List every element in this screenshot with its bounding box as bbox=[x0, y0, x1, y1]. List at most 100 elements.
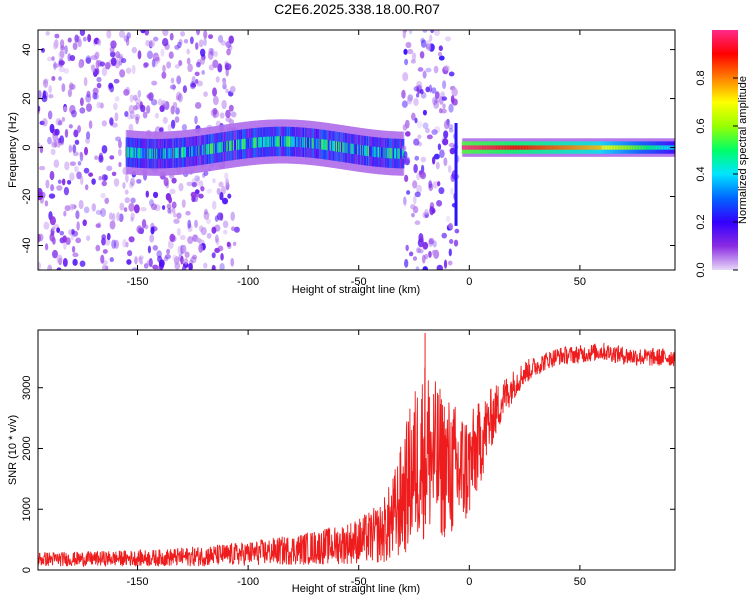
snr-frame bbox=[37, 329, 676, 571]
noise-point bbox=[433, 153, 440, 160]
noise-point bbox=[83, 36, 87, 42]
noise-point bbox=[225, 178, 229, 186]
snr-xtick-label: 50 bbox=[574, 576, 586, 588]
noise-point bbox=[133, 204, 140, 214]
noise-point bbox=[59, 49, 65, 59]
spectrogram-ytick-label: 0 bbox=[21, 144, 33, 150]
noise-point bbox=[167, 240, 174, 250]
noise-point bbox=[212, 107, 218, 115]
noise-point bbox=[73, 129, 79, 138]
colorbar-gradient bbox=[712, 30, 738, 270]
noise-point bbox=[38, 233, 41, 243]
noise-point bbox=[143, 62, 149, 69]
noise-point bbox=[85, 131, 91, 140]
noise-point bbox=[119, 69, 126, 78]
spectrogram-xtick-label: -50 bbox=[351, 276, 367, 288]
noise-point bbox=[171, 207, 176, 214]
snr-ytick-label: 1000 bbox=[21, 497, 33, 521]
noise-point bbox=[442, 138, 449, 146]
noise-point bbox=[403, 197, 407, 207]
noise-point bbox=[150, 226, 155, 235]
noise-point bbox=[56, 185, 63, 191]
noise-point bbox=[428, 180, 433, 189]
colorbar-tick-label: 0.0 bbox=[695, 262, 707, 277]
noise-point bbox=[420, 37, 425, 44]
noise-point bbox=[142, 111, 148, 119]
noise-point bbox=[87, 34, 92, 43]
noise-point bbox=[71, 228, 75, 235]
noise-point bbox=[433, 65, 439, 74]
noise-point bbox=[88, 120, 93, 129]
noise-point bbox=[413, 138, 420, 146]
noise-point bbox=[211, 264, 216, 270]
noise-point bbox=[194, 219, 198, 229]
spectrogram-ytick-label: -40 bbox=[21, 238, 33, 254]
noise-point bbox=[442, 103, 446, 109]
noise-point bbox=[49, 123, 55, 134]
noise-point bbox=[226, 241, 231, 248]
noise-point bbox=[146, 259, 153, 266]
noise-point bbox=[216, 187, 221, 195]
noise-point bbox=[109, 84, 115, 93]
noise-point bbox=[441, 232, 448, 239]
noise-point bbox=[173, 212, 177, 218]
noise-point bbox=[113, 78, 120, 84]
noise-point bbox=[214, 234, 219, 243]
noise-point bbox=[78, 60, 83, 69]
noise-point bbox=[430, 30, 434, 34]
noise-point bbox=[419, 89, 424, 95]
noise-point bbox=[191, 75, 196, 86]
noise-point bbox=[101, 260, 108, 266]
noise-point bbox=[433, 126, 441, 134]
noise-point bbox=[52, 237, 56, 245]
noise-point bbox=[50, 148, 56, 156]
noise-point bbox=[53, 63, 60, 69]
noise-point bbox=[226, 48, 231, 56]
noise-point bbox=[124, 111, 129, 117]
noise-point bbox=[140, 30, 146, 34]
noise-point bbox=[61, 83, 66, 93]
noise-point bbox=[39, 145, 44, 154]
noise-point bbox=[45, 179, 50, 189]
noise-point bbox=[166, 61, 172, 69]
noise-point bbox=[124, 197, 131, 204]
noise-point bbox=[85, 57, 92, 64]
noise-point bbox=[120, 57, 127, 64]
noise-point bbox=[44, 200, 49, 207]
noise-point bbox=[180, 31, 186, 37]
noise-point bbox=[163, 256, 169, 262]
noise-point bbox=[443, 120, 450, 130]
noise-point bbox=[109, 257, 114, 263]
noise-point bbox=[172, 101, 178, 109]
noise-point bbox=[51, 56, 55, 61]
noise-point bbox=[407, 96, 413, 105]
noise-point bbox=[51, 249, 58, 259]
noise-point bbox=[53, 61, 57, 70]
colorbar-label: Normalized spectral amplitude bbox=[737, 76, 749, 224]
noise-point bbox=[220, 253, 224, 261]
noise-point bbox=[56, 254, 63, 264]
noise-point bbox=[416, 172, 421, 181]
noise-point bbox=[83, 77, 88, 87]
noise-point bbox=[442, 80, 447, 90]
noise-point bbox=[163, 177, 169, 187]
noise-point bbox=[431, 129, 438, 136]
noise-point bbox=[128, 202, 135, 212]
noise-point bbox=[131, 46, 138, 54]
noise-point bbox=[414, 155, 420, 161]
noise-point bbox=[162, 30, 169, 37]
noise-point bbox=[109, 212, 113, 221]
noise-point bbox=[194, 189, 200, 194]
noise-point bbox=[57, 179, 62, 184]
noise-point bbox=[227, 193, 232, 199]
noise-point bbox=[219, 112, 225, 119]
noise-point bbox=[106, 232, 111, 241]
noise-point bbox=[72, 252, 79, 258]
noise-point bbox=[148, 39, 155, 48]
noise-point bbox=[414, 220, 421, 226]
noise-point bbox=[185, 210, 191, 216]
noise-point bbox=[101, 120, 108, 127]
colorbar-tick-label: 0.6 bbox=[695, 118, 707, 133]
noise-point bbox=[167, 207, 172, 214]
noise-point bbox=[144, 30, 150, 36]
